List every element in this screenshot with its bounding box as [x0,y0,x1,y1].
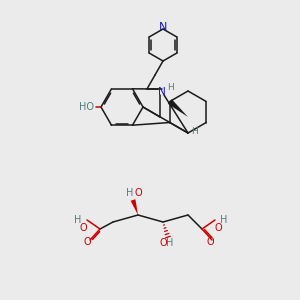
Text: H: H [166,238,174,248]
Text: N: N [158,87,166,97]
Text: O: O [83,237,91,247]
Text: O: O [159,238,167,248]
Text: HO: HO [79,102,94,112]
Text: N: N [159,22,167,32]
Text: H: H [126,188,134,198]
Text: H: H [192,127,198,136]
Text: O: O [79,223,87,233]
Polygon shape [130,199,138,215]
Text: H: H [168,82,174,91]
Text: O: O [214,223,222,233]
Text: H: H [220,215,228,225]
Text: O: O [206,237,214,247]
Polygon shape [168,99,188,117]
Text: O: O [134,188,142,198]
Text: H: H [74,215,82,225]
